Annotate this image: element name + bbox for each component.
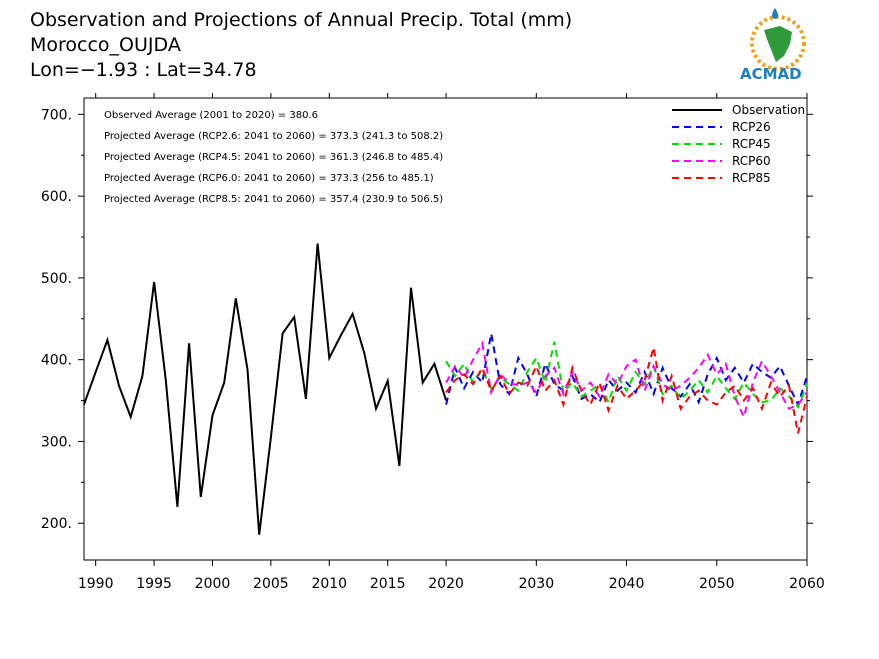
y-tick-label: 700. bbox=[41, 107, 72, 123]
plot-frame bbox=[83, 97, 808, 561]
x-tick-label: 2005 bbox=[253, 576, 289, 592]
series-layer bbox=[83, 243, 808, 535]
series-line-rcp85 bbox=[445, 347, 808, 434]
y-tick-label: 500. bbox=[41, 271, 72, 287]
coordinates-label: Lon=−1.93 : Lat=34.78 bbox=[30, 59, 257, 81]
x-tick-label: 1995 bbox=[136, 576, 172, 592]
x-tick-label: 2020 bbox=[428, 576, 464, 592]
x-tick-label: 2060 bbox=[789, 576, 825, 592]
x-tick-label: 2040 bbox=[609, 576, 645, 592]
rcp26-average-note: Projected Average (RCP2.6: 2041 to 2060)… bbox=[104, 131, 443, 142]
axis-layer: 200. 300. 400. 500. 600. 700. 1990 1995 2000 2005… bbox=[41, 93, 825, 592]
x-tick-label: 1990 bbox=[78, 576, 114, 592]
x-tick-label: 2015 bbox=[370, 576, 406, 592]
acmad-logo-text: ACMAD bbox=[740, 65, 802, 83]
x-tick-label: 2030 bbox=[518, 576, 554, 592]
series-line-rcp45 bbox=[445, 341, 808, 410]
x-tick-label: 2010 bbox=[311, 576, 347, 592]
annotation-block: Observed Average (2001 to 2020) = 380.6 … bbox=[104, 110, 443, 205]
legend-label-rcp26: RCP26 bbox=[732, 120, 771, 134]
rcp45-average-note: Projected Average (RCP4.5: 2041 to 2060)… bbox=[104, 152, 443, 163]
acmad-logo: ACMAD bbox=[740, 8, 806, 83]
legend: Observation RCP26 RCP45 RCP60 RCP85 bbox=[672, 103, 805, 185]
chart-title: Observation and Projections of Annual Pr… bbox=[30, 9, 572, 31]
rcp60-average-note: Projected Average (RCP6.0: 2041 to 2060)… bbox=[104, 173, 434, 184]
series-line-observation bbox=[83, 243, 448, 535]
y-tick-label: 400. bbox=[41, 353, 72, 369]
rcp85-average-note: Projected Average (RCP8.5: 2041 to 2060)… bbox=[104, 194, 443, 205]
y-tick-label: 600. bbox=[41, 189, 72, 205]
legend-label-rcp45: RCP45 bbox=[732, 137, 771, 151]
legend-label-rcp85: RCP85 bbox=[732, 171, 771, 185]
legend-label-observation: Observation bbox=[732, 103, 805, 117]
y-tick-label: 300. bbox=[41, 434, 72, 450]
x-tick-label: 2050 bbox=[699, 576, 735, 592]
legend-label-rcp60: RCP60 bbox=[732, 154, 771, 168]
y-tick-label: 200. bbox=[41, 516, 72, 532]
series-line-rcp26 bbox=[445, 333, 808, 408]
series-line-rcp60 bbox=[445, 340, 808, 420]
x-tick-label: 2000 bbox=[195, 576, 231, 592]
observed-average-note: Observed Average (2001 to 2020) = 380.6 bbox=[104, 110, 318, 121]
location-label: Morocco_OUJDA bbox=[30, 34, 181, 56]
